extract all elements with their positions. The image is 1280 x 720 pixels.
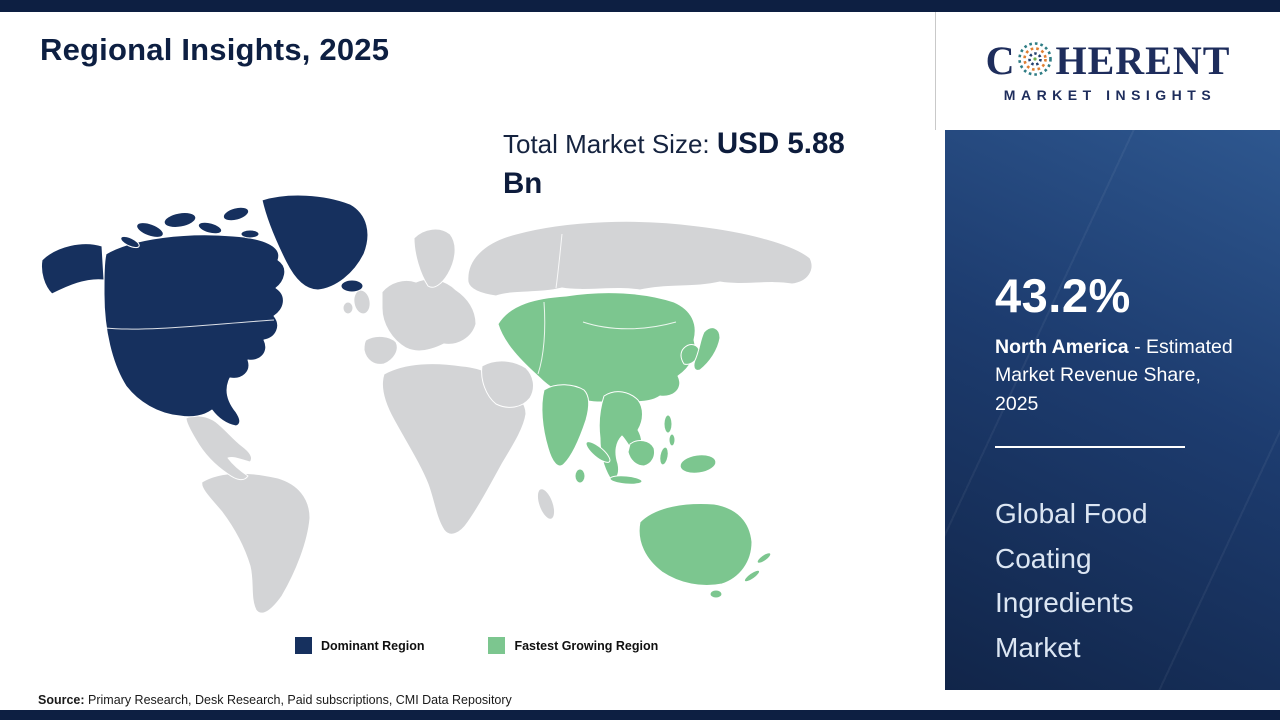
dominant-region-layer xyxy=(41,194,369,427)
brand-text-start: C xyxy=(985,37,1016,83)
sidebar-divider xyxy=(995,445,1185,448)
source-note: Source: Primary Research, Desk Research,… xyxy=(38,693,512,707)
source-label: Source: xyxy=(38,693,85,707)
world-map xyxy=(38,190,816,622)
market-share-value: 43.2% xyxy=(995,269,1131,322)
legend-item-fastest-growing: Fastest Growing Region xyxy=(488,637,658,654)
market-share-region: North America xyxy=(995,336,1129,358)
fastest-growing-region-layer xyxy=(497,292,772,599)
top-accent-bar xyxy=(0,0,1280,12)
total-market-size-label: Total Market Size: xyxy=(503,129,717,159)
country-borders xyxy=(104,233,677,375)
map-legend: Dominant Region Fastest Growing Region xyxy=(295,637,658,654)
total-market-size: Total Market Size: USD 5.88 Bn xyxy=(503,124,888,204)
brand-subtitle: MARKET INSIGHTS xyxy=(1003,87,1217,103)
total-market-size-value: USD 5.88 Bn xyxy=(503,127,845,200)
market-name: Global Food Coating Ingredients Market xyxy=(995,497,1148,664)
company-logo: C HERENT MARKET INSIGHTS xyxy=(935,12,1280,130)
legend-label-dominant: Dominant Region xyxy=(321,638,425,653)
fastest-growing-region-swatch xyxy=(488,637,506,654)
brand-text-end: HERENT xyxy=(1055,37,1231,83)
brand-wordmark: C HERENT xyxy=(986,39,1231,82)
highlight-sidebar: 43.2% North America - Estimated Market R… xyxy=(945,130,1280,690)
market-share-description: North America - Estimated Market Revenue… xyxy=(995,333,1245,418)
dominant-region-swatch xyxy=(295,637,312,654)
map-base-layer xyxy=(185,220,813,614)
globe-icon xyxy=(1017,41,1053,84)
bottom-accent-bar xyxy=(0,710,1280,720)
world-map-svg xyxy=(41,194,813,614)
legend-label-fastest-growing: Fastest Growing Region xyxy=(514,638,659,653)
source-text: Primary Research, Desk Research, Paid su… xyxy=(84,693,512,707)
market-share-rest: - Estimated Market Revenue Share, 2025 xyxy=(995,336,1233,415)
page-title: Regional Insights, 2025 xyxy=(40,32,390,67)
legend-item-dominant: Dominant Region xyxy=(295,637,424,654)
